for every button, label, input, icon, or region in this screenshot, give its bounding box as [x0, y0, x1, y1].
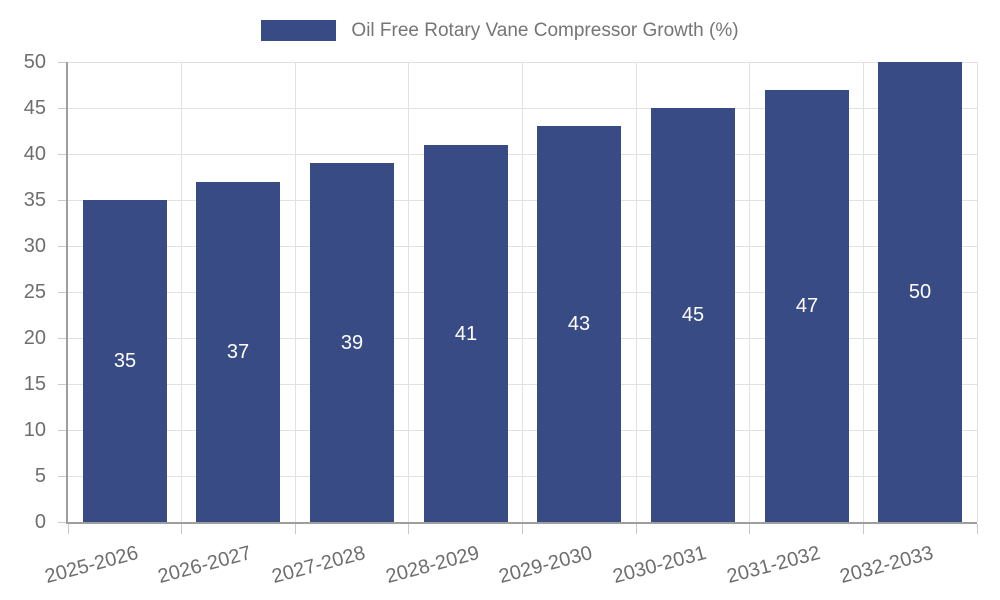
- bar-2026-2027[interactable]: 37: [196, 182, 280, 522]
- legend-label: Oil Free Rotary Vane Compressor Growth (…: [351, 20, 739, 41]
- y-axis-tick: [58, 153, 66, 155]
- v-gridline: [408, 62, 410, 522]
- bar-value-label: 43: [567, 313, 591, 335]
- bar-2028-2029[interactable]: 41: [424, 145, 508, 522]
- x-axis-tick: [294, 524, 296, 534]
- v-gridline: [294, 62, 296, 522]
- x-axis-tick: [67, 524, 69, 534]
- x-axis-tick: [862, 524, 864, 534]
- y-tick-label: 15: [23, 373, 46, 395]
- y-tick-label: 40: [23, 143, 46, 165]
- y-axis-tick: [58, 107, 66, 109]
- y-axis-tick: [58, 61, 66, 63]
- bar-value-label: 35: [113, 350, 137, 372]
- legend-swatch: [261, 20, 337, 41]
- x-axis-line: [66, 522, 977, 524]
- x-axis-tick: [522, 524, 523, 534]
- bar-value-label: 47: [795, 295, 819, 317]
- x-axis-tick: [635, 524, 637, 534]
- v-gridline: [181, 62, 183, 522]
- y-tick-label: 0: [34, 511, 46, 533]
- bar-2030-2031[interactable]: 45: [651, 108, 735, 522]
- plot-area: 0 5 10 15 20 25 30 35 40 45 50 35 2025-2026 37 2026-20…: [24, 52, 978, 588]
- x-axis-tick: [976, 524, 978, 534]
- v-gridline: [862, 62, 864, 522]
- x-axis-tick: [749, 524, 751, 534]
- y-axis-tick: [58, 199, 66, 201]
- bar-2025-2026[interactable]: 35: [83, 200, 167, 522]
- x-axis-tick: [181, 524, 183, 534]
- bar-2029-2030[interactable]: 43: [537, 126, 621, 522]
- bar-value-label: 37: [226, 341, 250, 363]
- bar-value-label: 41: [454, 322, 478, 345]
- y-axis-tick: [58, 337, 66, 339]
- y-tick-label: 25: [23, 281, 46, 303]
- bar-2032-2033[interactable]: 50: [878, 62, 962, 522]
- y-tick-label: 30: [23, 235, 46, 257]
- y-axis-tick: [58, 383, 66, 385]
- v-gridline: [635, 62, 637, 522]
- y-tick-label: 50: [23, 51, 46, 73]
- x-axis-tick: [408, 524, 410, 534]
- legend[interactable]: Oil Free Rotary Vane Compressor Growth (…: [0, 20, 1000, 41]
- y-axis-line: [66, 62, 68, 524]
- v-gridline: [749, 62, 751, 522]
- y-axis-tick: [58, 291, 66, 293]
- v-gridline: [522, 62, 523, 522]
- y-axis-tick: [58, 521, 66, 523]
- bar-2027-2028[interactable]: 39: [310, 163, 394, 522]
- y-axis-tick: [58, 245, 66, 247]
- y-tick-label: 10: [23, 419, 46, 441]
- bar-value-label: 39: [340, 331, 364, 354]
- y-axis-tick: [58, 475, 66, 477]
- bar-value-label: 50: [908, 281, 932, 303]
- y-tick-label: 35: [23, 189, 46, 211]
- y-axis-tick: [58, 429, 66, 431]
- y-tick-label: 45: [23, 97, 46, 119]
- bar-value-label: 45: [681, 304, 705, 326]
- y-tick-label: 5: [34, 465, 46, 487]
- v-gridline: [976, 62, 978, 522]
- bar-2031-2032[interactable]: 47: [765, 90, 849, 522]
- y-tick-label: 20: [23, 327, 46, 349]
